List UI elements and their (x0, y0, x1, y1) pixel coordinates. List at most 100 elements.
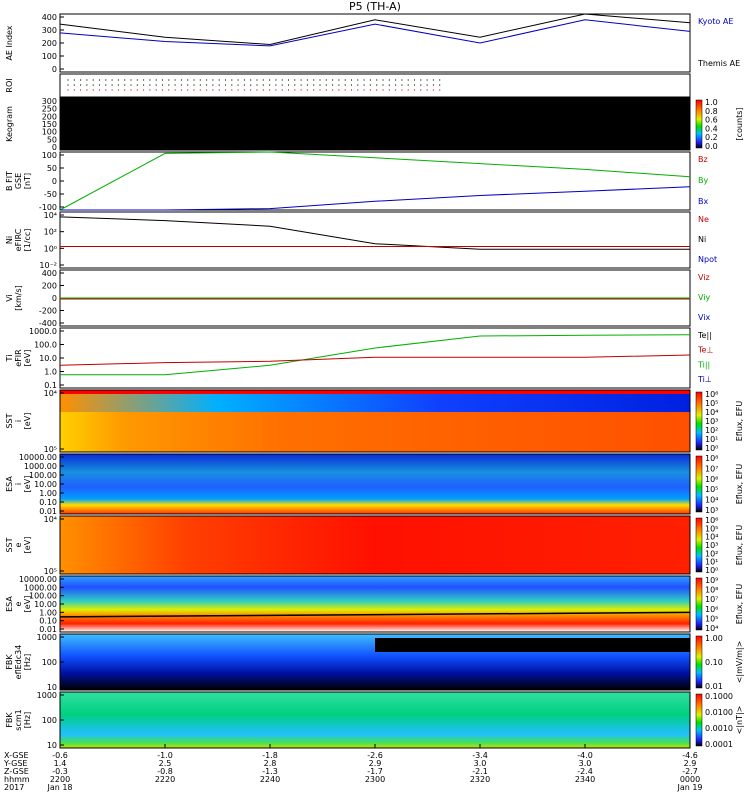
roi-dot (275, 79, 277, 81)
legend-vi-entry: Viz (698, 273, 710, 282)
roi-dot (105, 79, 107, 81)
roi-dot (187, 89, 189, 91)
roi-dot (306, 79, 308, 81)
roi-dot (174, 89, 176, 91)
roi-dot (332, 84, 334, 86)
panel-esa_e-colorbar (695, 577, 703, 631)
roi-dot (388, 79, 390, 81)
roi-dot (269, 84, 271, 86)
roi-dot (256, 79, 258, 81)
panel-sst_i-ylabel: SSTi[eV] (5, 413, 32, 430)
roi-dot (136, 84, 138, 86)
legend-vi-entry: Vix (698, 313, 711, 322)
roi-dot (111, 84, 113, 86)
xaxis-tick-label: -2.6 (367, 751, 383, 760)
roi-dot (363, 84, 365, 86)
roi-dot (388, 89, 390, 91)
panel-sst_e-ytick: 10⁵ (44, 567, 57, 576)
roi-dot (111, 89, 113, 91)
panel-esa_e-colorbar-tick: 10⁷ (705, 595, 718, 604)
panel-fbk_b-colorbar-tick: 0.0001 (705, 740, 733, 749)
panel-sst_i-ytick: 10⁵ (44, 445, 57, 454)
roi-dot (250, 89, 252, 91)
panel-esa_e-ylabel: ESAe[eV] (5, 596, 32, 613)
panel-esa_i-colorbar-tick: 10⁶ (705, 475, 718, 484)
xaxis-tick-label: -0.6 (52, 751, 68, 760)
roi-dot (212, 89, 214, 91)
panel-sst_i-colorbar-tick: 10⁵ (705, 399, 718, 408)
roi-dot (294, 79, 296, 81)
roi-dot (338, 79, 340, 81)
xaxis-tick-label: 3.0 (474, 759, 487, 768)
panel-fbk_b-colorbar (695, 693, 703, 747)
panel-fbk_b-ytick: 100 (42, 716, 57, 725)
roi-dot (439, 84, 441, 86)
roi-dot (269, 89, 271, 91)
panel-ni-area (60, 212, 690, 268)
roi-dot (168, 84, 170, 86)
panel-esa_e-ytick: 10000.00 (19, 575, 57, 584)
roi-dot (231, 79, 233, 81)
panel-esa_e-ytick: 1000.00 (24, 583, 57, 592)
roi-dot (199, 89, 201, 91)
panel-fbk_b-colorbar-tick: 0.0010 (705, 724, 733, 733)
panel-ae-ytick: 400 (42, 13, 57, 22)
panel-vi-ytick: 400 (42, 269, 57, 278)
roi-dot (256, 84, 258, 86)
legend-ti-entry: Ti⊥ (697, 375, 712, 384)
roi-dot (357, 89, 359, 91)
panel-keogram-colorbar-tick: 1.0 (705, 98, 718, 107)
panel-sst_e-colorbar-tick: 10⁴ (705, 533, 718, 542)
panel-roi-area (60, 74, 690, 97)
legend-ni-entry: Ne (698, 215, 709, 224)
xaxis-row-label: Z-GSE (4, 767, 29, 776)
panel-fbk_b-colorbar-tick: 0.1000 (705, 692, 733, 701)
roi-dot (395, 84, 397, 86)
roi-dot (80, 84, 82, 86)
panel-keogram-colorbar (695, 99, 703, 149)
panel-keogram-ytick: 0 (52, 143, 57, 152)
panel-esa_e-ytick: 100.00 (29, 592, 57, 601)
roi-dot (275, 84, 277, 86)
panel-esa_i-colorbar-tick: 10⁴ (705, 496, 718, 505)
roi-dot (407, 89, 409, 91)
xaxis-tick-label: -4.0 (577, 751, 593, 760)
xaxis-tick-label: 2.9 (369, 759, 382, 768)
panel-keogram-ytick: 200 (42, 112, 57, 121)
roi-dot (199, 84, 201, 86)
roi-dot (275, 89, 277, 91)
roi-dot (124, 84, 126, 86)
legend-ti-entry: Te|| (697, 331, 712, 340)
roi-dot (67, 89, 69, 91)
panel-esa_i-colorbar-tick: 10⁸ (705, 454, 718, 463)
panel-bfit-ytick: 50 (47, 164, 57, 173)
roi-dot (306, 84, 308, 86)
roi-dot (420, 84, 422, 86)
series-bfit-line (59, 151, 691, 211)
roi-dot (187, 79, 189, 81)
roi-dot (224, 84, 227, 86)
roi-dot (86, 79, 88, 81)
roi-dot (432, 84, 434, 86)
panel-vi-ytick: -200 (39, 307, 57, 316)
roi-dot (363, 89, 365, 91)
roi-dot (143, 89, 145, 91)
panel-esa_i-ytick: 100.00 (29, 471, 57, 480)
roi-dot (300, 84, 302, 86)
roi-dot (149, 84, 151, 86)
roi-dot (80, 79, 82, 81)
panel-ae-ytick: 100 (42, 52, 57, 61)
roi-dot (344, 84, 346, 86)
roi-dot (395, 79, 397, 81)
roi-dot (338, 84, 340, 86)
roi-dot (92, 79, 94, 81)
roi-dot (237, 79, 239, 81)
roi-dot (206, 79, 208, 81)
roi-dot (413, 79, 416, 81)
panel-ni-frame (59, 211, 691, 269)
panel-sst_i-colorbar-tick: 10⁴ (705, 408, 718, 417)
roi-dot (218, 89, 220, 91)
roi-dot (350, 79, 353, 81)
roi-dot (117, 84, 119, 86)
legend-ni-entry: Ni (698, 235, 706, 244)
